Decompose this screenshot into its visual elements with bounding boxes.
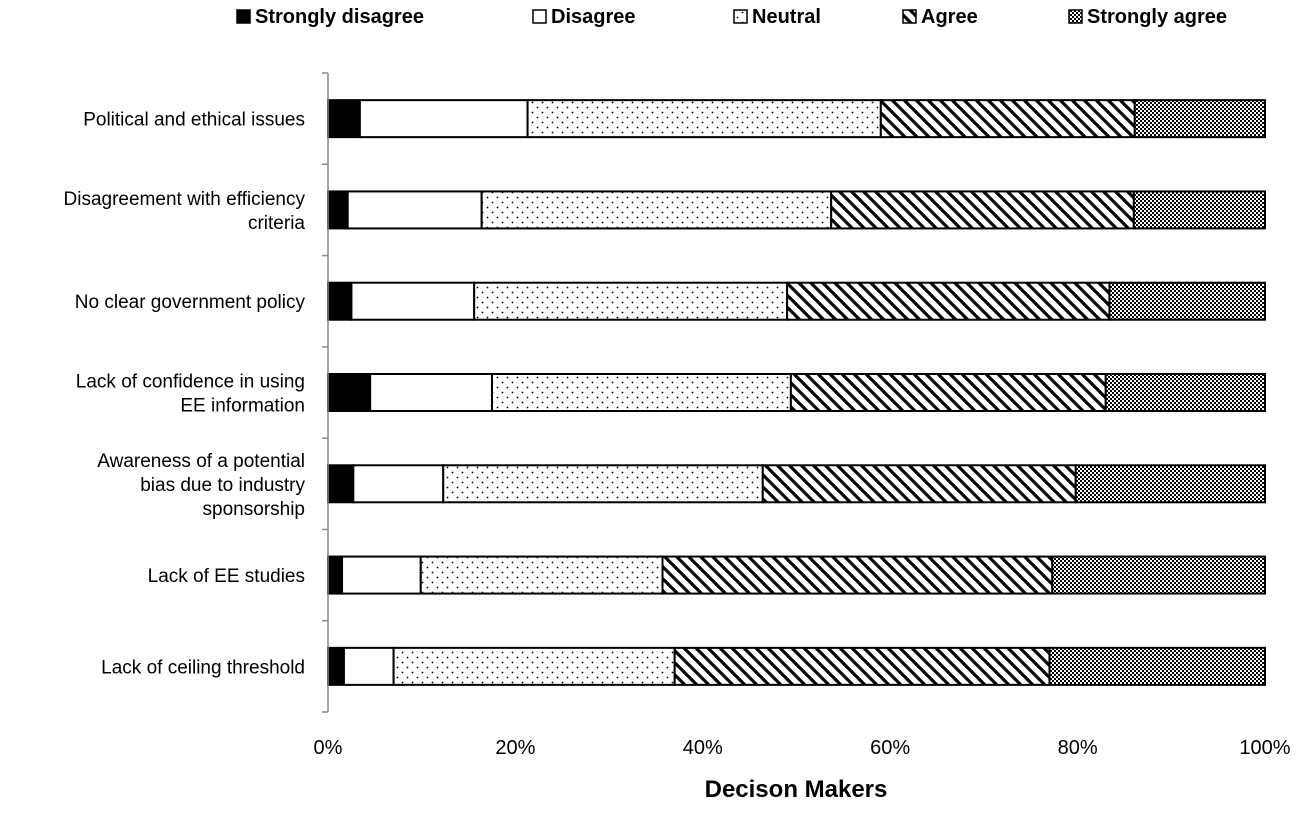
- bar-segment-6-4: [661, 555, 1054, 595]
- bar-segment-6-1: [327, 555, 344, 595]
- bar-segment-2-5: [1132, 190, 1266, 230]
- bar-segment-5-3: [442, 464, 764, 504]
- bar-segment-6-3: [419, 555, 664, 595]
- bar-segment-2-1: [327, 190, 349, 230]
- category-label-5: Awareness of a potential bias due to indu…: [97, 451, 305, 520]
- bar-segment-6-2: [341, 555, 422, 595]
- legend: Strongly disagree Disagree Neutral Agree Str…: [236, 6, 1227, 28]
- bar-segment-7-1: [327, 646, 345, 686]
- bar-segment-5-4: [761, 464, 1077, 504]
- category-label-3: No clear government policy: [75, 292, 306, 313]
- bar-segment-4-3: [490, 373, 792, 412]
- x-tick-label-1: 0%: [314, 737, 343, 759]
- x-tick-label-4: 60%: [870, 737, 910, 759]
- legend-swatch-2: [532, 9, 547, 24]
- bar-segment-7-3: [392, 646, 676, 686]
- x-tick-label-3: 40%: [683, 737, 723, 759]
- bar-segment-5-2: [352, 464, 445, 504]
- bar-segment-2-4: [830, 190, 1135, 230]
- bar-segment-3-4: [786, 281, 1111, 321]
- bar-segment-5-1: [327, 464, 355, 504]
- bar-segment-4-1: [327, 373, 372, 412]
- bar-segment-1-4: [879, 99, 1136, 139]
- bar-segment-4-5: [1104, 373, 1266, 412]
- legend-swatch-4: [902, 9, 917, 24]
- category-label-4: Lack of confidence in using EE informatio…: [76, 372, 305, 417]
- bar-segment-3-3: [473, 281, 789, 321]
- category-label-7: Lack of ceiling threshold: [101, 657, 305, 678]
- legend-swatch-3: [733, 9, 748, 24]
- bar-segment-3-1: [327, 281, 353, 321]
- legend-label-2: Disagree: [551, 6, 636, 28]
- bar-segment-1-1: [327, 99, 361, 139]
- legend-label-4: Agree: [921, 6, 978, 28]
- x-tick-label-5: 80%: [1058, 737, 1098, 759]
- legend-label-1: Strongly disagree: [255, 6, 424, 28]
- bar-segment-2-2: [346, 190, 483, 230]
- bar-segment-6-5: [1051, 555, 1267, 595]
- legend-swatch-5: [1068, 9, 1083, 24]
- legend-label-3: Neutral: [752, 6, 821, 28]
- bar-segment-1-2: [358, 99, 529, 139]
- legend-label-5: Strongly agree: [1087, 6, 1227, 28]
- bar-segment-4-2: [369, 373, 493, 412]
- x-tick-label-6: 100%: [1239, 737, 1290, 759]
- bar-segment-5-5: [1074, 464, 1266, 504]
- x-axis-label: Decison Makers: [705, 776, 888, 803]
- x-tick-label-2: 20%: [495, 737, 535, 759]
- bar-segment-4-4: [789, 373, 1107, 412]
- bar-segment-1-3: [526, 99, 882, 139]
- plot-area: Political and ethical issues Disagreement…: [64, 99, 1267, 686]
- category-label-6: Lack of EE studies: [148, 566, 305, 587]
- category-label-1: Political and ethical issues: [83, 110, 305, 131]
- bar-segment-3-5: [1108, 281, 1267, 321]
- bar-segment-2-3: [480, 190, 833, 230]
- bar-segment-7-2: [342, 646, 395, 686]
- legend-swatch-1: [236, 9, 251, 24]
- bar-segment-7-5: [1048, 646, 1266, 686]
- axes: 0% 20% 40% 60% 80% 100%: [314, 72, 1291, 759]
- bar-segment-7-4: [673, 646, 1051, 686]
- bar-segment-3-2: [350, 281, 476, 321]
- category-label-2: Disagreement with efficiency criteria: [64, 189, 306, 234]
- bar-segment-1-5: [1133, 99, 1266, 139]
